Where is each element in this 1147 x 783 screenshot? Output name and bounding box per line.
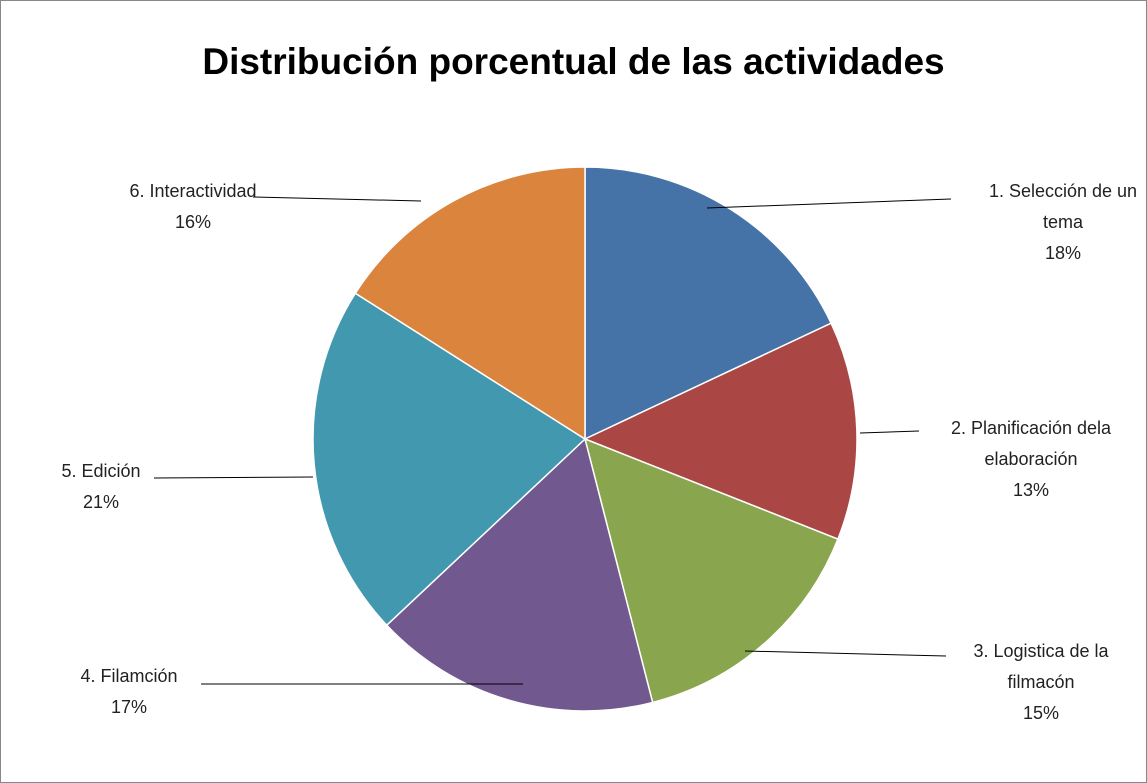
leader-line bbox=[859, 430, 920, 434]
leader-line bbox=[252, 196, 422, 202]
category-label: 5. Edición bbox=[61, 461, 141, 481]
value-label: 15% bbox=[1022, 703, 1060, 723]
value-label: 18% bbox=[1044, 243, 1082, 263]
pie-slice bbox=[385, 437, 654, 712]
leader-line bbox=[744, 650, 947, 657]
pie-slice bbox=[584, 166, 833, 441]
leader-line bbox=[706, 198, 952, 209]
category-label: 3. Logistica de la filmacón bbox=[973, 641, 1109, 692]
category-label: 6. Interactividad bbox=[129, 181, 257, 201]
data-label: 3. Logistica de la filmacón 15% bbox=[941, 636, 1141, 729]
value-label: 13% bbox=[1012, 480, 1050, 500]
pie-slice bbox=[312, 292, 587, 627]
category-label: 1. Selección de un tema bbox=[988, 181, 1138, 232]
category-label: 2. Planificación dela elaboración bbox=[950, 418, 1112, 469]
data-label: 6. Interactividad 16% bbox=[113, 176, 273, 238]
data-label: 5. Edición 21% bbox=[41, 456, 161, 518]
data-label: 1. Selección de un tema 18% bbox=[968, 176, 1146, 269]
pie-slice bbox=[354, 166, 586, 441]
value-label: 16% bbox=[174, 212, 212, 232]
value-label: 21% bbox=[82, 492, 120, 512]
category-label: 4. Filamción bbox=[80, 666, 178, 686]
pie-slice bbox=[583, 322, 858, 541]
value-label: 17% bbox=[110, 697, 148, 717]
data-label: 2. Planificación dela elaboración 13% bbox=[914, 413, 1147, 506]
data-label: 4. Filamción 17% bbox=[49, 661, 209, 723]
chart-title: Distribución porcentual de las actividad… bbox=[202, 41, 945, 82]
leader-line bbox=[153, 476, 314, 479]
pie-slice bbox=[583, 437, 839, 704]
